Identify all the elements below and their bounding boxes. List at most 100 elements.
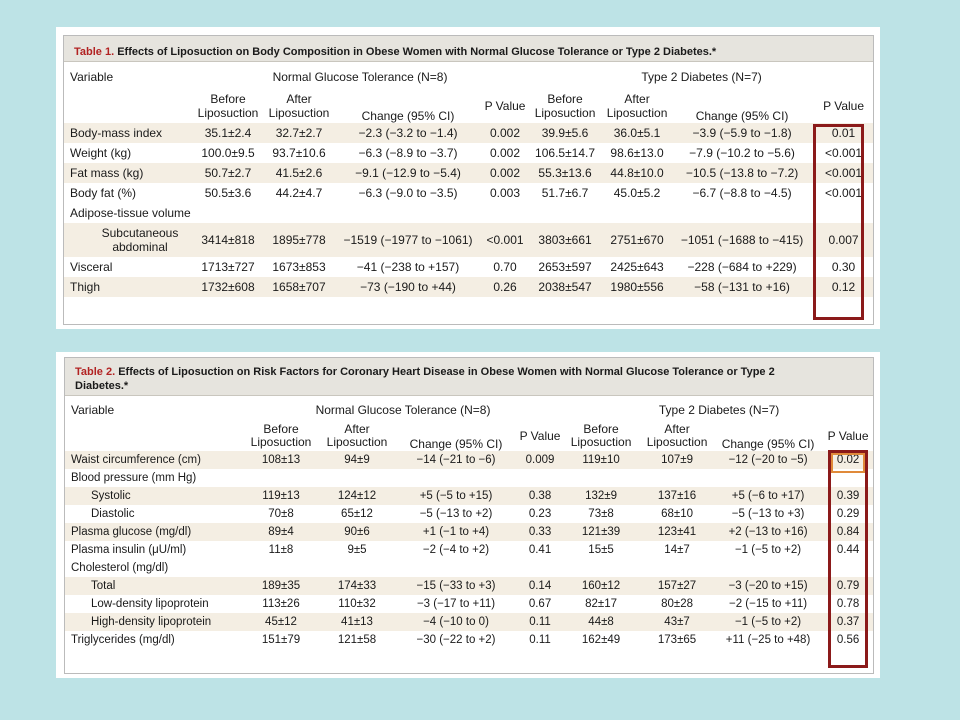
table2-col-p-1: P Value: [519, 428, 561, 443]
table-cell: [528, 203, 602, 223]
row-label: Total: [65, 577, 243, 595]
table1-pvalue-highlight: [813, 124, 864, 320]
table-cell: 151±79: [261, 634, 301, 646]
table-cell: [395, 469, 517, 487]
table1-variable-header: Variable: [70, 70, 114, 84]
row-label: High-density lipoprotein: [65, 613, 243, 631]
table1-title: Effects of Liposuction on Body Compositi…: [117, 46, 717, 58]
table-cell: 0.003: [490, 186, 521, 200]
table-cell: 119±10: [563, 451, 640, 469]
table-cell: 0.29: [836, 508, 860, 520]
row-label: Blood pressure (mm Hg): [71, 472, 197, 484]
table-cell: 2751±670: [602, 223, 673, 257]
table1: Variable Normal Glucose Tolerance (N=8) …: [64, 65, 873, 297]
table-cell: 173±65: [657, 634, 697, 646]
table-cell: 0.002: [482, 123, 529, 143]
table2-group1-header: Normal Glucose Tolerance (N=8): [315, 403, 491, 417]
table-row: Diastolic 70±8 65±12 −5 (−13 to +2) 0.23 73±8…: [65, 505, 873, 523]
table-cell: [602, 203, 672, 223]
table-cell: 90±6: [319, 523, 395, 541]
table-row: Visceral 1713±727 1673±853 −41 (−238 to +15…: [64, 257, 873, 277]
table-cell: 1673±853: [272, 260, 326, 274]
table-cell: 44.8±10.0: [602, 163, 673, 183]
table-cell: −2 (−4 to +2): [422, 544, 490, 556]
table1-title-bar: Table 1. Effects of Liposuction on Body …: [64, 36, 873, 62]
table-cell: 0.37: [821, 613, 873, 631]
table-row: Low-density lipoprotein 113±26 110±32 −3 (−…: [65, 595, 873, 613]
table1-col-before-2: Before Liposuction: [534, 92, 596, 120]
table2-col-after-1: After Liposuction: [326, 422, 388, 449]
table-cell: [517, 469, 563, 487]
table-cell: 1658±707: [264, 277, 334, 297]
table-cell: 132±9: [563, 487, 640, 505]
row-label: Cholesterol (mg/dl): [71, 562, 169, 574]
table-cell: 0.39: [821, 487, 873, 505]
table-cell: 70±8: [268, 508, 294, 520]
table-cell: 174±33: [319, 577, 395, 595]
table-cell: −1 (−5 to +2): [734, 544, 802, 556]
row-label: Diastolic: [91, 508, 135, 520]
table-cell: 106.5±14.7: [535, 146, 596, 160]
table-cell: −73 (−190 to +44): [334, 277, 482, 297]
table-cell: 55.3±13.6: [528, 163, 603, 183]
table-cell: 93.7±10.6: [272, 146, 326, 160]
table-cell: [563, 559, 639, 577]
table-cell: −9.1 (−12.9 to −5.4): [334, 163, 482, 183]
table-cell: [243, 469, 319, 487]
table-cell: −6.3 (−9.0 to −3.5): [358, 186, 458, 200]
table2-number: Table 2.: [75, 366, 116, 378]
table-cell: 121±39: [563, 523, 640, 541]
table-cell: −58 (−131 to +16): [672, 277, 813, 297]
table-row: Adipose-tissue volume (cm³): [64, 203, 873, 223]
table-cell: 0.30: [831, 260, 856, 274]
table-cell: 14±7: [664, 544, 690, 556]
table-cell: 73±8: [588, 508, 614, 520]
table-cell: 2425±643: [610, 260, 664, 274]
table-cell: 160±12: [563, 577, 640, 595]
table-cell: 0.11: [529, 634, 551, 646]
row-label: Body fat (%): [70, 186, 137, 200]
table-cell: 36.0±5.1: [602, 123, 673, 143]
table-cell: 15±5: [588, 544, 614, 556]
table-cell: <0.001: [482, 223, 529, 257]
table2-panel: Table 2. Effects of Liposuction on Risk …: [56, 352, 880, 678]
table-cell: 89±4: [243, 523, 319, 541]
table2-frame: Table 2. Effects of Liposuction on Risk …: [64, 357, 874, 674]
table-cell: [672, 203, 812, 223]
table-cell: 1713±727: [201, 260, 255, 274]
table1-col-after-1: After Liposuction: [268, 92, 330, 120]
table-cell: −5 (−13 to +3): [731, 508, 805, 520]
table-cell: [517, 559, 563, 577]
table-cell: [264, 203, 334, 223]
table-cell: [319, 469, 395, 487]
table-cell: 50.7±2.7: [192, 163, 264, 183]
table-cell: [395, 559, 517, 577]
table1-col-before-1: Before Liposuction: [197, 92, 259, 120]
row-label: Triglycerides (mg/dl): [71, 634, 175, 646]
table-cell: 50.5±3.6: [204, 186, 252, 200]
table-cell: 35.1±2.4: [192, 123, 264, 143]
table-cell: −3 (−20 to +15): [715, 577, 822, 595]
table1-panel: Table 1. Effects of Liposuction on Body …: [56, 27, 880, 329]
table-cell: 162±49: [581, 634, 621, 646]
table-cell: [319, 559, 395, 577]
table-cell: 0.14: [517, 577, 564, 595]
row-label: Waist circumference (cm): [65, 451, 243, 469]
table-cell: 157±27: [639, 577, 716, 595]
table-cell: 43±7: [639, 613, 716, 631]
table2-body: Waist circumference (cm) 108±13 94±9 −14 (−…: [65, 451, 873, 649]
table-row: Plasma glucose (mg/dl) 89±4 90±6 +1 (−1 to …: [65, 523, 873, 541]
table-cell: 9±5: [347, 544, 367, 556]
table-row: Body-mass index 35.1±2.4 32.7±2.7 −2.3 (−3.…: [64, 123, 873, 143]
table-cell: 94±9: [319, 451, 395, 469]
table-cell: 45±12: [243, 613, 319, 631]
table-cell: −14 (−21 to −6): [395, 451, 517, 469]
table-cell: 0.84: [821, 523, 873, 541]
table-cell: 1732±608: [192, 277, 264, 297]
table-cell: 98.6±13.0: [610, 146, 664, 160]
table-cell: +1 (−1 to +4): [395, 523, 517, 541]
table-row: Waist circumference (cm) 108±13 94±9 −14 (−…: [65, 451, 873, 469]
table2-col-change-2: Change (95% CI): [721, 437, 815, 451]
table2-title-bar: Table 2. Effects of Liposuction on Risk …: [65, 358, 873, 396]
table-cell: 0.01: [812, 123, 873, 143]
